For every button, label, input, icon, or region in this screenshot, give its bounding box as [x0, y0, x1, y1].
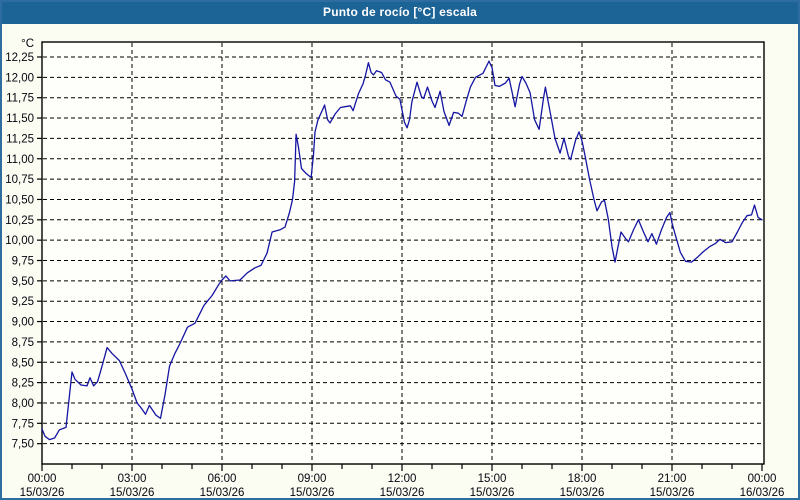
x-axis-date-label: 16/03/26	[740, 487, 785, 499]
y-axis-label: 8,00	[12, 398, 34, 410]
x-axis-time-label: 00:00	[748, 473, 777, 485]
x-axis-time-label: 00:00	[28, 473, 57, 485]
y-axis-label: 9,75	[12, 256, 34, 268]
window-title: Punto de rocío [°C] escala	[2, 2, 798, 24]
x-axis-time-label: 15:00	[478, 473, 507, 485]
y-axis-unit-label: °C	[21, 38, 34, 50]
y-axis-label: 10,25	[5, 215, 34, 227]
x-axis-time-label: 06:00	[208, 473, 237, 485]
x-axis-date-label: 15/03/26	[110, 487, 155, 499]
x-axis-date-label: 15/03/26	[380, 487, 425, 499]
y-axis-label: 7,75	[12, 418, 34, 430]
x-axis-date-label: 15/03/26	[200, 487, 245, 499]
x-axis-time-label: 03:00	[118, 473, 147, 485]
x-axis-date-label: 15/03/26	[470, 487, 515, 499]
y-axis-label: 10,75	[5, 174, 34, 186]
x-axis-time-label: 18:00	[568, 473, 597, 485]
y-axis-label: 11,00	[6, 154, 34, 166]
y-axis-label: 7,50	[12, 439, 34, 451]
y-axis-label: 8,75	[12, 337, 34, 349]
y-axis-label: 10,00	[5, 235, 34, 247]
y-axis-label: 11,50	[6, 113, 34, 125]
plot-border	[41, 41, 765, 465]
x-axis-time-label: 12:00	[388, 473, 417, 485]
y-axis-label: 9,00	[12, 317, 34, 329]
y-axis-label: 10,50	[5, 194, 34, 206]
x-axis-date-label: 15/03/26	[560, 487, 605, 499]
y-axis-label: 9,25	[12, 296, 34, 308]
y-axis-label: 8,25	[12, 378, 34, 390]
y-axis-label: 8,50	[12, 357, 34, 369]
y-axis-label: 9,50	[12, 276, 34, 288]
x-axis-time-label: 21:00	[658, 473, 687, 485]
y-axis-label: 12,25	[5, 52, 34, 64]
dew-point-series-line	[41, 60, 763, 441]
y-axis-label: 11,25	[6, 133, 34, 145]
x-axis-date-label: 15/03/26	[20, 487, 65, 499]
y-axis-label: 11,75	[6, 93, 34, 105]
x-axis-date-label: 15/03/26	[290, 487, 335, 499]
y-axis-label: 12,00	[5, 72, 34, 84]
x-axis-time-label: 09:00	[298, 473, 327, 485]
x-axis-date-label: 15/03/26	[650, 487, 695, 499]
